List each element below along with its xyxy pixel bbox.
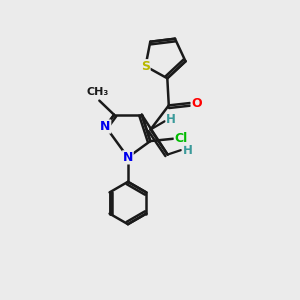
Text: H: H — [182, 144, 192, 157]
Text: Cl: Cl — [174, 132, 188, 145]
Text: N: N — [100, 120, 111, 133]
Text: N: N — [123, 151, 133, 164]
Text: O: O — [191, 97, 202, 110]
Text: CH₃: CH₃ — [87, 87, 109, 98]
Text: H: H — [166, 113, 176, 126]
Text: S: S — [141, 60, 150, 73]
